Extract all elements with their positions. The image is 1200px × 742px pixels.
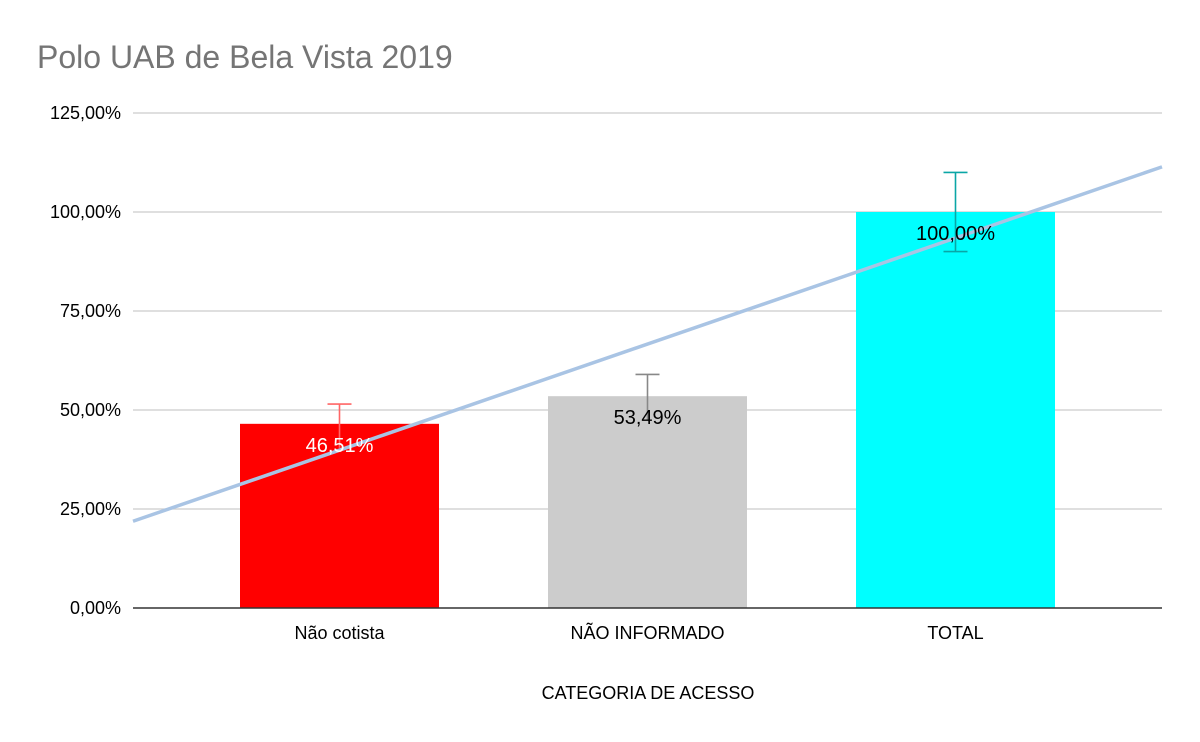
y-axis-tick-labels: 0,00% 25,00% 50,00% 75,00% 100,00% 125,00% [50, 103, 121, 618]
y-tick-label: 75,00% [60, 301, 121, 321]
y-tick-label: 50,00% [60, 400, 121, 420]
y-tick-label: 25,00% [60, 499, 121, 519]
trendline [132, 165, 1163, 523]
data-label: 53,49% [614, 407, 682, 429]
trendline-line [132, 165, 1163, 523]
bar [240, 423, 439, 608]
bars [240, 212, 1055, 608]
x-category-label: TOTAL [927, 623, 983, 643]
bar [548, 396, 747, 608]
x-axis-category-labels: Não cotista NÃO INFORMADO TOTAL [294, 622, 983, 643]
data-label: 100,00% [916, 223, 995, 245]
x-axis-title: CATEGORIA DE ACESSO [542, 683, 755, 703]
y-tick-label: 0,00% [70, 598, 121, 618]
data-label: 46,51% [306, 435, 374, 457]
y-tick-label: 100,00% [50, 202, 121, 222]
y-tick-label: 125,00% [50, 103, 121, 123]
x-category-label: Não cotista [294, 623, 385, 643]
error-bars [327, 171, 968, 448]
chart-title: Polo UAB de Bela Vista 2019 [37, 39, 453, 75]
bar [856, 212, 1055, 608]
x-category-label: NÃO INFORMADO [570, 622, 724, 643]
data-labels: 46,51% 53,49% 100,00% [306, 223, 996, 457]
